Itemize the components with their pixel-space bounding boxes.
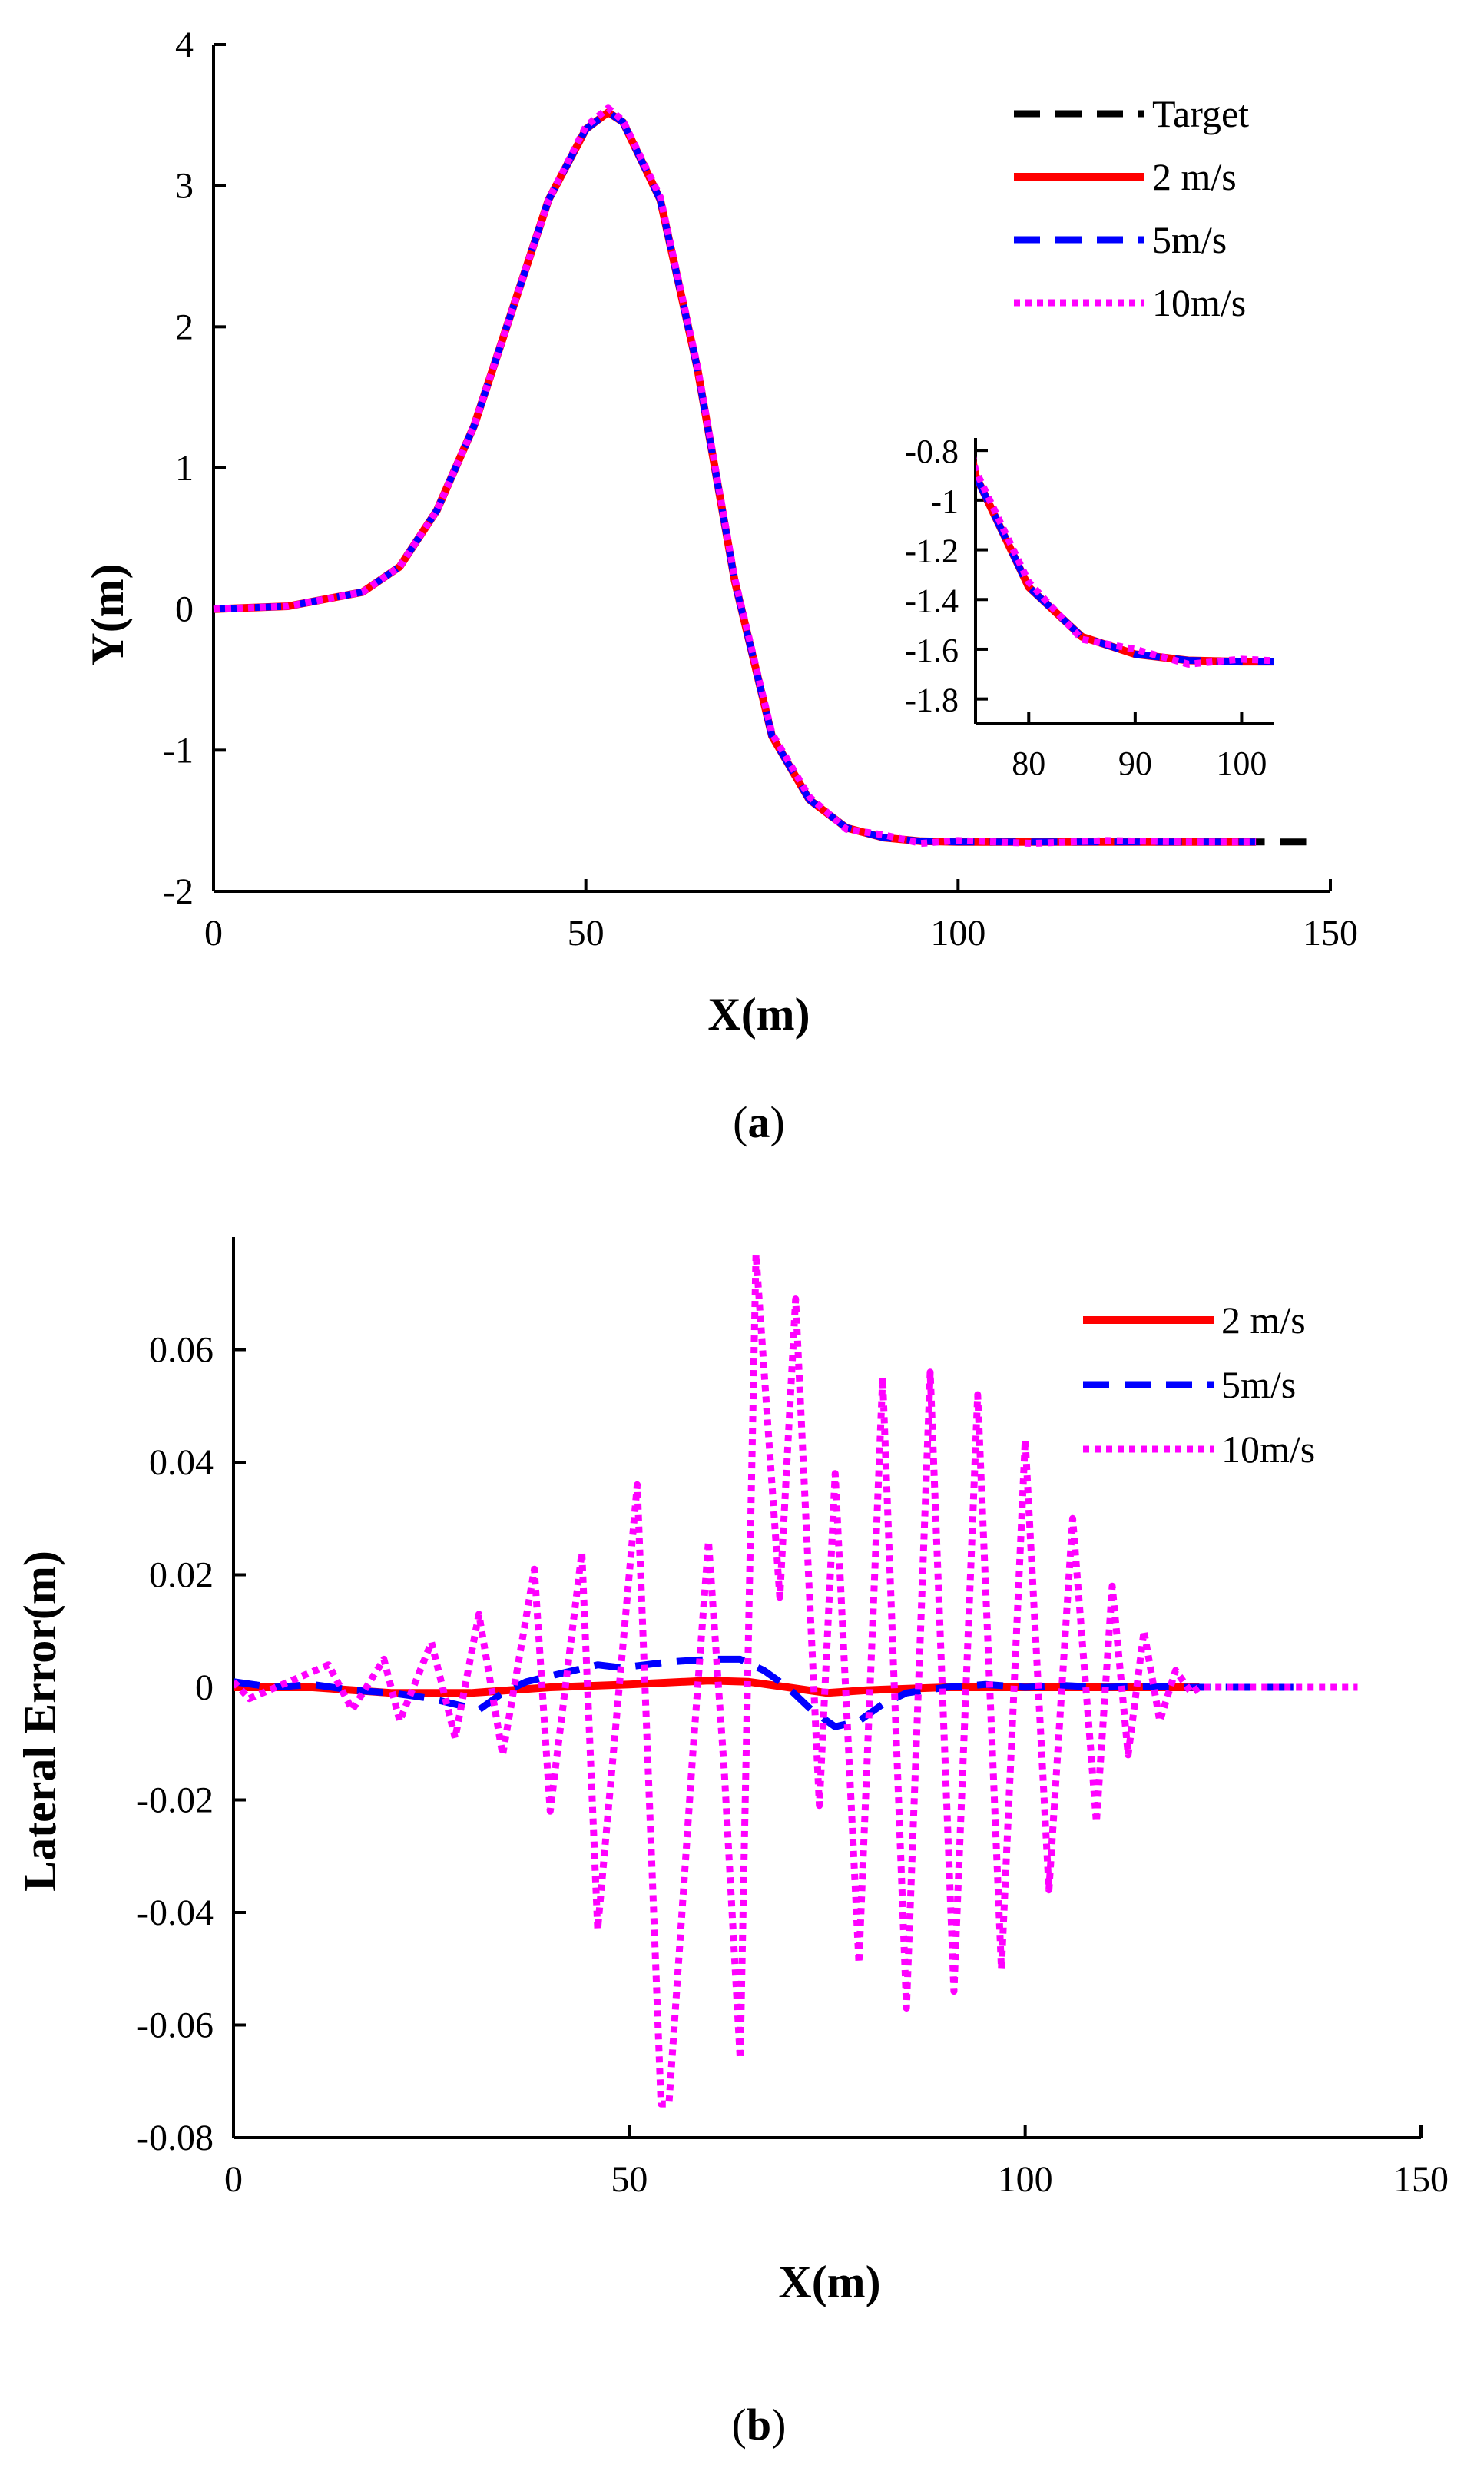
panel-b-xlabel: X(m) bbox=[778, 2257, 880, 2307]
y-tick-label: -0.06 bbox=[137, 2005, 214, 2046]
panel-b-caption: (b) bbox=[732, 2400, 787, 2450]
inset-series-2-m-s bbox=[976, 455, 1274, 666]
panel-a-series-group bbox=[213, 104, 1316, 848]
panel-a-caption-label: a bbox=[748, 1097, 770, 1147]
legend-label-10m-s: 10m/s bbox=[1221, 1428, 1315, 1471]
panel-a-legend: Target 2 m/s 5m/s 10m/s bbox=[1014, 92, 1249, 324]
x-tick-label: 150 bbox=[1393, 2159, 1449, 2200]
x-tick-label: 90 bbox=[1118, 745, 1152, 782]
panel-a-series-2-m-s bbox=[213, 108, 1257, 846]
y-tick-label: -1.2 bbox=[905, 532, 959, 570]
panel-b-series-5m-s bbox=[234, 1655, 1303, 1730]
x-tick-label: 100 bbox=[930, 913, 985, 954]
y-tick-label: 4 bbox=[175, 25, 194, 65]
y-tick-label: 2 bbox=[175, 307, 194, 347]
y-tick-label: -1 bbox=[163, 730, 194, 771]
panel-b-caption-label: b bbox=[747, 2400, 771, 2450]
legend-label-2-m-s: 2 m/s bbox=[1221, 1299, 1306, 1342]
x-tick-label: 50 bbox=[611, 2159, 648, 2200]
panel-a: 0 50 100 150 -2 -1 0 1 2 3 4 80 90 100 -0.8 -1 -1.2 -1.4… bbox=[82, 25, 1358, 1147]
y-tick-label: -0.08 bbox=[137, 2118, 214, 2158]
y-tick-label: 0.06 bbox=[149, 1330, 214, 1371]
legend-label-10m-s: 10m/s bbox=[1152, 281, 1246, 324]
panel-b-series-10m-s bbox=[234, 1250, 1358, 2108]
panel-b-legend: 2 m/s 5m/s 10m/s bbox=[1083, 1299, 1315, 1471]
y-tick-label: -0.04 bbox=[137, 1892, 214, 1933]
y-tick-label: -1.8 bbox=[905, 682, 959, 719]
x-tick-label: 150 bbox=[1303, 913, 1358, 954]
panel-a-axes: 0 50 100 150 -2 -1 0 1 2 3 4 bbox=[163, 25, 1358, 954]
x-tick-label: 100 bbox=[998, 2159, 1053, 2200]
panel-a-inset: 80 90 100 -0.8 -1 -1.2 -1.4 -1.6 -1.8 bbox=[905, 433, 1274, 782]
y-tick-label: 0 bbox=[195, 1667, 214, 1708]
x-tick-label: 100 bbox=[1216, 745, 1267, 782]
inset-series-target bbox=[976, 456, 1274, 665]
legend-label-target: Target bbox=[1152, 92, 1249, 135]
x-tick-label: 80 bbox=[1012, 745, 1045, 782]
y-tick-label: -1 bbox=[930, 483, 959, 520]
y-tick-label: -2 bbox=[163, 871, 194, 912]
y-tick-label: 0.02 bbox=[149, 1555, 214, 1596]
y-tick-label: 3 bbox=[175, 166, 194, 207]
panel-a-xlabel: X(m) bbox=[707, 989, 810, 1040]
y-tick-label: -0.02 bbox=[137, 1780, 214, 1821]
legend-label-5m-s: 5m/s bbox=[1221, 1363, 1296, 1406]
inset-series-10m-s bbox=[976, 452, 1274, 668]
y-tick-label: -1.6 bbox=[905, 632, 959, 669]
y-tick-label: 1 bbox=[175, 448, 194, 489]
x-tick-label: 50 bbox=[568, 913, 605, 954]
y-tick-label: -1.4 bbox=[905, 582, 959, 619]
legend-label-5m-s: 5m/s bbox=[1152, 218, 1227, 261]
panel-a-series-target bbox=[213, 108, 1316, 846]
x-tick-label: 0 bbox=[204, 913, 223, 954]
x-tick-label: 0 bbox=[224, 2159, 243, 2200]
inset-series-5m-s bbox=[976, 456, 1274, 665]
panel-a-series-10m-s bbox=[213, 104, 1257, 848]
panel-a-ylabel: Y(m) bbox=[82, 563, 133, 665]
panel-b-ylabel: Lateral Error(m) bbox=[15, 1551, 65, 1892]
panel-b: 0 50 100 150 -0.08 -0.06 -0.04 -0.02 0 0.02 0.04 0.… bbox=[15, 1237, 1449, 2450]
y-tick-label: 0 bbox=[175, 589, 194, 630]
panel-a-caption: (a) bbox=[733, 1097, 785, 1147]
y-tick-label: 0.04 bbox=[149, 1442, 214, 1483]
legend-label-2-m-s: 2 m/s bbox=[1152, 155, 1237, 198]
y-tick-label: -0.8 bbox=[905, 433, 959, 470]
panel-b-axes: 0 50 100 150 -0.08 -0.06 -0.04 -0.02 0 0.02 0.04 0.… bbox=[137, 1237, 1449, 2200]
panel-b-series-group bbox=[234, 1250, 1358, 2108]
panel-a-series-5m-s bbox=[213, 108, 1257, 846]
